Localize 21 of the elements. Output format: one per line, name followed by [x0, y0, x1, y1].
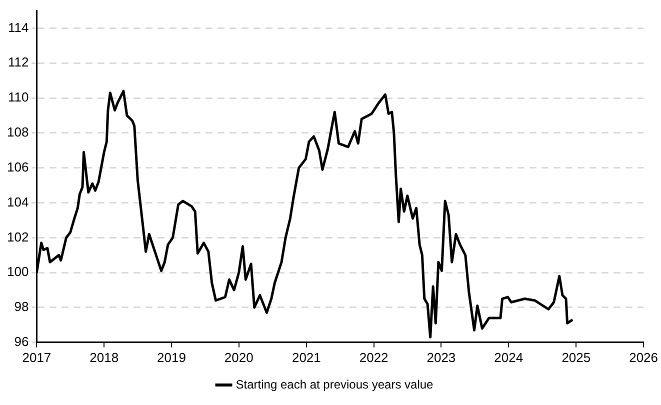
y-tick-label: 100	[6, 264, 29, 280]
y-tick-label: 104	[6, 194, 29, 210]
y-tick-label: 108	[6, 124, 29, 140]
x-tick-label: 2017	[22, 350, 52, 365]
x-tick-label: 2025	[562, 350, 591, 365]
y-tick-label: 114	[8, 20, 29, 35]
x-tick-label: 2019	[157, 350, 186, 365]
y-tick-label: 110	[8, 90, 29, 105]
x-tick-label: 2018	[90, 350, 119, 365]
y-tick-label: 102	[6, 229, 29, 244]
x-tick-label: 2023	[426, 350, 456, 365]
x-tick-label: 2022	[359, 350, 388, 365]
y-tick-label: 112	[8, 54, 29, 70]
y-tick-label: 106	[6, 159, 29, 174]
y-tick-label: 96	[14, 334, 29, 349]
x-tick-label: 2024	[494, 350, 524, 365]
legend-label: Starting each at previous years value	[236, 377, 434, 392]
x-tick-label: 2021	[292, 350, 321, 365]
x-tick-label: 2020	[224, 350, 254, 365]
y-tick-label: 98	[14, 299, 29, 314]
x-tick-label: 2026	[629, 350, 658, 365]
